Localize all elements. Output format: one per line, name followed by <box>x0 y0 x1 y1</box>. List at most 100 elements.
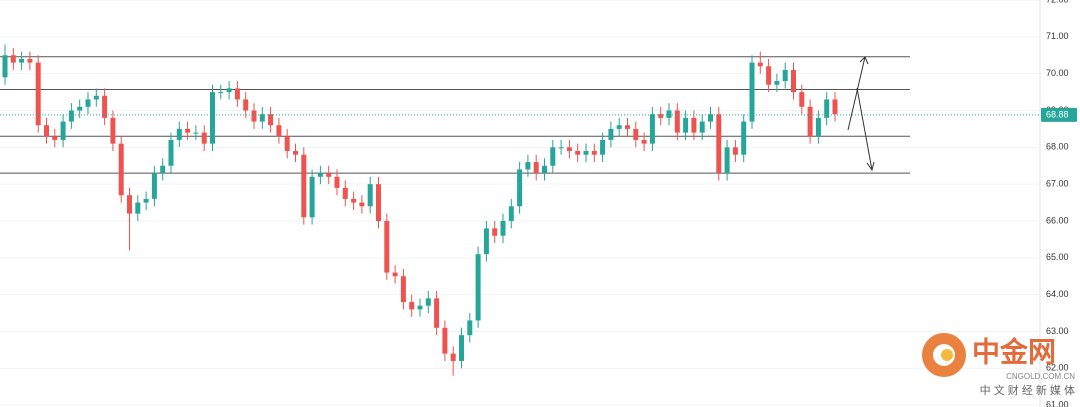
candle-body <box>633 128 639 140</box>
arrow-up <box>847 56 866 131</box>
watermark-name: 中金网 <box>972 335 1056 367</box>
y-tick-label: 62.00 <box>1046 363 1069 373</box>
watermark: 中金网 CNGOLD.COM.CN 中 文 财 经 新 媒 体 <box>922 333 1075 397</box>
candle-body <box>766 66 772 85</box>
candle-body <box>127 195 132 214</box>
candle-body <box>658 114 664 118</box>
candle-body <box>691 117 697 133</box>
candle-body <box>807 106 813 137</box>
logo-dot <box>941 349 953 361</box>
candle-body <box>757 62 763 67</box>
candle-body <box>475 254 481 321</box>
candle-body <box>467 320 473 336</box>
candle-body <box>459 335 464 361</box>
watermark-slogan: 中 文 财 经 新 媒 体 <box>980 383 1075 397</box>
candle-body <box>591 151 597 155</box>
candle-body <box>832 99 838 115</box>
candle-body <box>35 62 41 126</box>
candle-body <box>542 165 547 174</box>
candle-body <box>525 162 531 170</box>
y-tick-label: 68.00 <box>1046 142 1069 152</box>
candle-body <box>110 117 116 144</box>
candle-body <box>293 151 298 155</box>
candle-body <box>243 99 249 111</box>
candle-body <box>60 121 66 140</box>
candle-body <box>558 147 564 149</box>
candle-body <box>284 136 290 152</box>
candle-body <box>351 198 357 203</box>
candle-body <box>583 151 589 155</box>
candle-body <box>151 173 157 199</box>
candle-body <box>268 114 274 126</box>
candle-body <box>259 114 265 122</box>
y-tick-label: 70.00 <box>1046 68 1069 78</box>
last-price-box <box>1041 107 1077 122</box>
candle-body <box>85 99 91 107</box>
y-tick-label: 65.00 <box>1046 252 1069 262</box>
candle-body <box>118 143 124 196</box>
watermark-site: CNGOLD.COM.CN <box>1006 372 1075 381</box>
candle-body <box>608 128 614 140</box>
candle-body <box>367 184 373 207</box>
candle-body <box>533 162 539 174</box>
y-tick-label: 67.00 <box>1046 179 1069 189</box>
last-price-label: 68.88 <box>1046 109 1069 119</box>
candle-body <box>708 114 713 122</box>
candle-body <box>210 92 215 144</box>
candle-body <box>824 99 830 118</box>
candle-body <box>77 106 83 111</box>
arrow-head <box>859 56 869 65</box>
candle-body <box>359 202 365 207</box>
candle-body <box>135 202 141 214</box>
candle-body <box>508 206 514 221</box>
candle-body <box>309 176 315 218</box>
candle-body <box>517 169 523 207</box>
candle-body <box>674 110 680 133</box>
candle-body <box>600 139 606 155</box>
arrow-down <box>856 87 873 171</box>
candle-body <box>400 276 406 303</box>
candle-body <box>342 187 348 199</box>
candle-body <box>782 69 788 82</box>
candle-body <box>251 110 257 122</box>
candle-body <box>483 228 489 255</box>
candle-body <box>234 88 240 100</box>
y-tick-label: 64.00 <box>1046 289 1069 299</box>
candle-body <box>160 165 166 174</box>
candle-body <box>226 88 232 93</box>
candle-body <box>683 117 689 133</box>
candle-body <box>741 121 747 155</box>
candle-body <box>566 147 572 152</box>
candle-body <box>575 151 581 155</box>
candle-body <box>724 147 730 174</box>
projection-arrows <box>847 56 875 172</box>
candle-body <box>550 147 556 166</box>
candle-body <box>68 110 74 122</box>
candle-body <box>10 55 16 63</box>
y-tick-label: 66.00 <box>1046 215 1069 225</box>
candle-body <box>791 69 796 93</box>
candle-body <box>317 173 323 177</box>
candle-body <box>799 92 805 107</box>
candle-body <box>27 58 33 63</box>
candle-body <box>2 55 8 78</box>
candle-body <box>301 154 307 218</box>
candle-body <box>442 327 448 354</box>
candle-body <box>218 92 224 94</box>
candle-body <box>193 132 199 134</box>
candle-body <box>102 95 108 118</box>
candle-body <box>666 110 672 118</box>
candle-body <box>492 228 498 236</box>
candle-body <box>19 58 25 63</box>
arrow-head <box>866 161 875 172</box>
candle-body <box>699 121 705 133</box>
candle-body <box>93 95 99 100</box>
candle-body <box>774 81 780 85</box>
y-tick-label: 61.00 <box>1046 400 1069 407</box>
candle-body <box>425 298 431 306</box>
candle-body <box>201 132 207 144</box>
candle-body <box>168 139 174 166</box>
candle-body <box>276 125 282 137</box>
